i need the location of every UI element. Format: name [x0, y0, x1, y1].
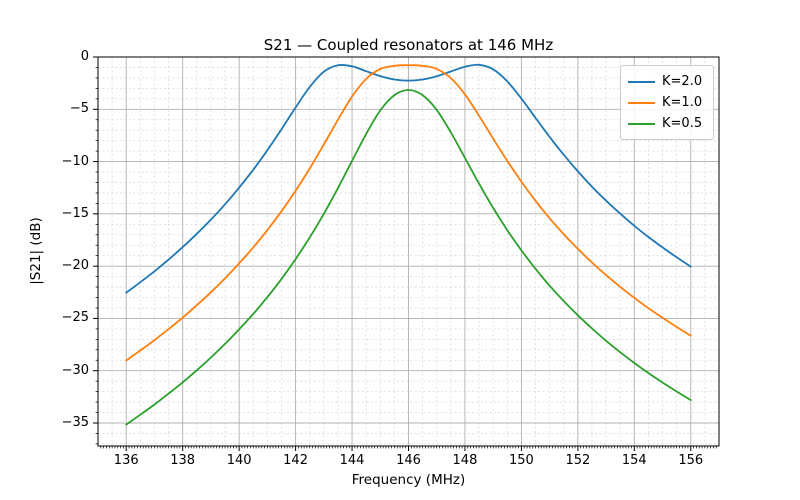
y-tick-label: −30 [61, 362, 89, 378]
x-tick-label: 146 [396, 453, 421, 468]
x-tick-label: 144 [339, 453, 365, 468]
legend-line-swatch [628, 101, 655, 104]
y-tick-label: −35 [61, 414, 89, 430]
y-tick-label: −5 [69, 101, 89, 117]
legend-entry: K=1.0 [628, 92, 705, 113]
x-tick-label: 142 [283, 453, 308, 468]
series-line-K=0.5 [125, 89, 692, 426]
x-tick-label: 138 [170, 453, 196, 468]
x-tick-label: 148 [452, 453, 478, 468]
x-tick-label: 136 [113, 453, 139, 468]
x-tick-label: 154 [621, 453, 647, 468]
legend-label: K=1.0 [662, 95, 703, 110]
legend-line-swatch [628, 122, 655, 125]
y-tick-label: −20 [61, 258, 89, 274]
y-axis-label: |S21| (dB) [28, 217, 44, 285]
series-line-K=2.0 [125, 63, 692, 294]
x-tick-label: 150 [508, 453, 534, 468]
legend-entry: K=2.0 [628, 71, 705, 92]
x-tick-label: 140 [226, 453, 252, 468]
y-tick-label: −25 [61, 310, 89, 326]
legend-label: K=0.5 [662, 116, 703, 131]
legend-line-swatch [628, 80, 655, 83]
y-tick-label: −15 [61, 205, 89, 221]
series-line-K=1.0 [125, 64, 692, 362]
legend-entry: K=0.5 [628, 113, 705, 134]
legend: K=2.0 K=1.0 K=0.5 [620, 65, 714, 140]
y-tick-label: 0 [80, 49, 89, 64]
y-tick-label: −10 [61, 153, 89, 169]
x-tick-label: 152 [565, 453, 591, 468]
chart-title: S21 — Coupled resonators at 146 MHz [263, 36, 554, 54]
legend-label: K=2.0 [662, 74, 703, 89]
x-tick-label: 156 [678, 453, 704, 468]
x-axis-label: Frequency (MHz) [351, 472, 466, 488]
